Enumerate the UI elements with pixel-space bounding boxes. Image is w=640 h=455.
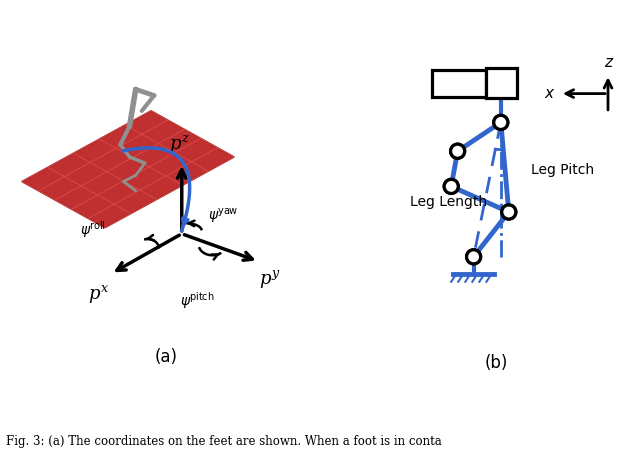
Text: $p^z$: $p^z$ — [169, 133, 190, 156]
Text: $\psi$$^{\rm roll}$: $\psi$$^{\rm roll}$ — [81, 219, 106, 240]
Circle shape — [502, 205, 516, 219]
Text: x: x — [545, 86, 554, 101]
Text: (a): (a) — [155, 348, 178, 366]
Text: Leg Pitch: Leg Pitch — [531, 163, 595, 177]
Circle shape — [467, 250, 481, 264]
Circle shape — [451, 144, 465, 158]
Bar — [432, 70, 486, 97]
Bar — [486, 68, 517, 98]
Circle shape — [502, 205, 516, 219]
Circle shape — [494, 116, 508, 129]
Circle shape — [451, 144, 465, 158]
Text: (b): (b) — [484, 354, 508, 372]
Text: $p^y$: $p^y$ — [259, 268, 280, 289]
Text: $\psi$$^{\rm yaw}$: $\psi$$^{\rm yaw}$ — [208, 207, 239, 227]
Circle shape — [467, 250, 481, 264]
Circle shape — [444, 179, 458, 193]
Text: $p^x$: $p^x$ — [88, 283, 109, 305]
Circle shape — [494, 116, 508, 129]
Text: z: z — [604, 55, 612, 70]
Text: $\psi$$^{\rm pitch}$: $\psi$$^{\rm pitch}$ — [180, 291, 214, 312]
Polygon shape — [22, 111, 234, 228]
Circle shape — [444, 179, 458, 193]
Text: Leg Length: Leg Length — [410, 195, 487, 209]
Text: Fig. 3: (a) The coordinates on the feet are shown. When a foot is in conta: Fig. 3: (a) The coordinates on the feet … — [6, 435, 442, 448]
